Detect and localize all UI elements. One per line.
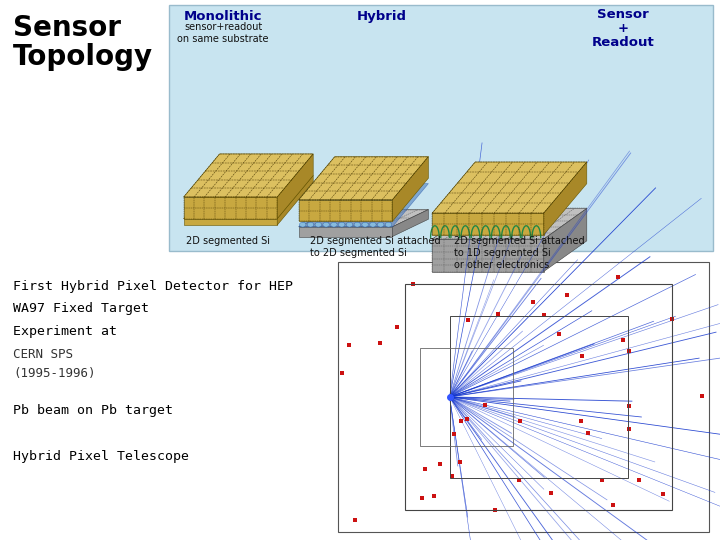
Bar bbox=[449, 316, 628, 478]
Circle shape bbox=[362, 222, 369, 227]
Polygon shape bbox=[432, 239, 544, 272]
Circle shape bbox=[300, 222, 306, 227]
Polygon shape bbox=[184, 154, 313, 197]
Polygon shape bbox=[277, 176, 313, 225]
Text: Hybrid Pixel Telescope: Hybrid Pixel Telescope bbox=[13, 450, 189, 463]
Polygon shape bbox=[299, 210, 428, 227]
Text: 2D segmented Si attached
to 2D segmented Si: 2D segmented Si attached to 2D segmented… bbox=[310, 236, 440, 258]
Text: Hybrid: Hybrid bbox=[356, 10, 407, 23]
FancyBboxPatch shape bbox=[338, 262, 709, 532]
Text: Pb beam on Pb target: Pb beam on Pb target bbox=[13, 404, 173, 417]
Polygon shape bbox=[299, 157, 428, 200]
Polygon shape bbox=[544, 208, 587, 272]
Polygon shape bbox=[432, 162, 587, 213]
Circle shape bbox=[377, 222, 384, 227]
Text: Sensor
+
Readout: Sensor + Readout bbox=[591, 8, 654, 49]
Circle shape bbox=[385, 222, 392, 227]
Text: Experiment at: Experiment at bbox=[13, 325, 117, 338]
FancyBboxPatch shape bbox=[169, 5, 713, 251]
Circle shape bbox=[330, 222, 337, 227]
Circle shape bbox=[323, 222, 329, 227]
Circle shape bbox=[346, 222, 353, 227]
Polygon shape bbox=[184, 219, 277, 225]
Text: 2D segmented Si attached
to 1D segmented Si
or other electronics: 2D segmented Si attached to 1D segmented… bbox=[454, 236, 584, 270]
Polygon shape bbox=[299, 200, 392, 221]
Polygon shape bbox=[544, 162, 587, 235]
Text: Monolithic: Monolithic bbox=[184, 10, 263, 23]
Polygon shape bbox=[184, 197, 277, 219]
Text: sensor+readout
on same substrate: sensor+readout on same substrate bbox=[177, 22, 269, 44]
Text: (1995-1996): (1995-1996) bbox=[13, 367, 96, 380]
Polygon shape bbox=[432, 208, 587, 239]
Circle shape bbox=[315, 222, 322, 227]
Text: Sensor
Topology: Sensor Topology bbox=[13, 14, 153, 71]
Text: First Hybrid Pixel Detector for HEP: First Hybrid Pixel Detector for HEP bbox=[13, 280, 293, 293]
Bar bbox=[405, 284, 672, 510]
Text: 2D segmented Si: 2D segmented Si bbox=[186, 236, 270, 246]
Circle shape bbox=[354, 222, 361, 227]
Circle shape bbox=[369, 222, 376, 227]
Polygon shape bbox=[392, 157, 428, 221]
Polygon shape bbox=[392, 210, 428, 237]
Polygon shape bbox=[299, 227, 392, 237]
Circle shape bbox=[338, 222, 345, 227]
Circle shape bbox=[307, 222, 314, 227]
Text: CERN SPS: CERN SPS bbox=[13, 348, 73, 361]
Polygon shape bbox=[299, 184, 428, 227]
Polygon shape bbox=[277, 154, 313, 219]
Polygon shape bbox=[184, 176, 313, 219]
Bar bbox=[420, 348, 513, 446]
Polygon shape bbox=[432, 213, 544, 235]
Text: WA97 Fixed Target: WA97 Fixed Target bbox=[13, 302, 149, 315]
